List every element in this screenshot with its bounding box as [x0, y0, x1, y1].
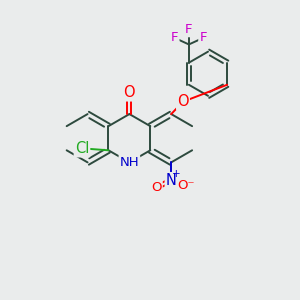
Text: O: O	[177, 94, 189, 109]
Text: NH: NH	[120, 156, 139, 169]
Text: +: +	[172, 169, 181, 179]
Text: F: F	[199, 32, 207, 44]
Text: F: F	[171, 32, 178, 44]
Text: O⁻: O⁻	[177, 179, 195, 192]
Text: F: F	[185, 23, 193, 36]
Text: O: O	[151, 181, 162, 194]
Text: O: O	[124, 85, 135, 100]
Text: N: N	[166, 173, 177, 188]
Text: Cl: Cl	[75, 141, 89, 156]
